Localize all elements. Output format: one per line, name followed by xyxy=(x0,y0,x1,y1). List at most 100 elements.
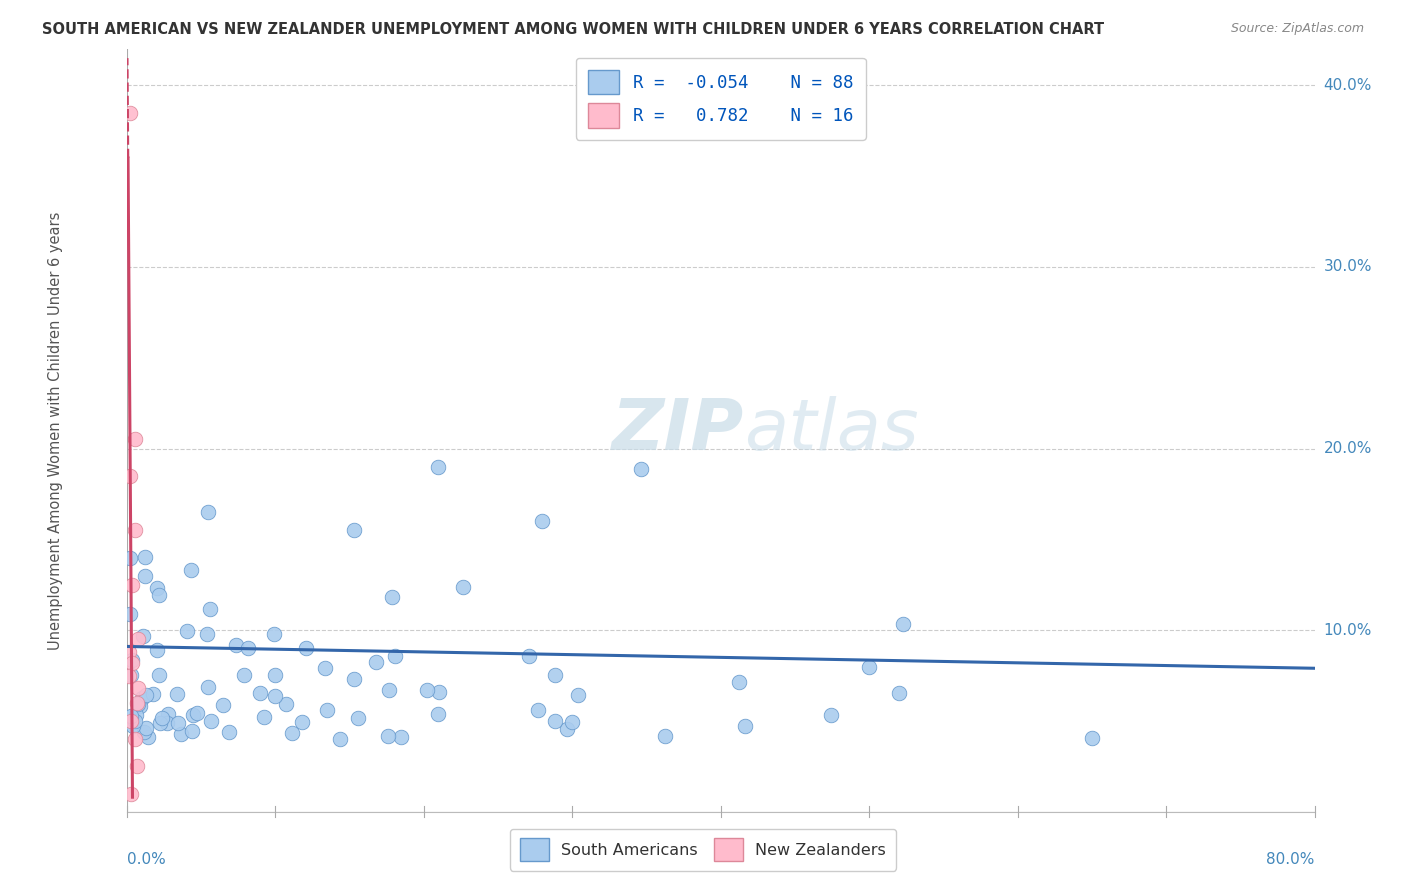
Point xyxy=(121,656,143,670)
Point xyxy=(263,627,285,641)
Text: 40.0%: 40.0% xyxy=(1323,78,1372,93)
Point xyxy=(127,696,149,710)
Point xyxy=(146,642,169,657)
Point xyxy=(389,730,412,744)
Point xyxy=(120,668,142,682)
Point xyxy=(281,726,304,740)
Point xyxy=(118,645,141,659)
Legend: South Americans, New Zealanders: South Americans, New Zealanders xyxy=(510,829,896,871)
Point xyxy=(377,729,399,743)
Point xyxy=(200,714,222,728)
Point xyxy=(120,709,142,723)
Point xyxy=(544,714,567,729)
Text: 0.0%: 0.0% xyxy=(127,852,166,867)
Point xyxy=(118,468,141,483)
Point xyxy=(186,706,208,720)
Point xyxy=(124,714,146,728)
Point xyxy=(125,759,148,773)
Point xyxy=(176,624,198,638)
Point xyxy=(131,691,153,706)
Point xyxy=(180,563,202,577)
Point xyxy=(121,719,143,733)
Point xyxy=(543,668,565,682)
Point xyxy=(891,617,914,632)
Point xyxy=(134,724,156,739)
Point xyxy=(218,724,240,739)
Point xyxy=(316,703,339,717)
Point xyxy=(343,524,366,538)
Text: 10.0%: 10.0% xyxy=(1323,623,1372,638)
Point xyxy=(264,668,287,682)
Text: 20.0%: 20.0% xyxy=(1323,441,1372,456)
Point xyxy=(124,433,146,447)
Point xyxy=(120,787,142,801)
Point xyxy=(118,607,141,621)
Point xyxy=(249,685,271,699)
Point xyxy=(118,814,141,828)
Point xyxy=(555,722,578,736)
Point xyxy=(197,680,219,694)
Point xyxy=(427,685,450,699)
Text: SOUTH AMERICAN VS NEW ZEALANDER UNEMPLOYMENT AMONG WOMEN WITH CHILDREN UNDER 6 Y: SOUTH AMERICAN VS NEW ZEALANDER UNEMPLOY… xyxy=(42,22,1104,37)
Point xyxy=(170,727,193,741)
Point xyxy=(132,629,155,643)
Point xyxy=(134,550,156,565)
Point xyxy=(118,668,141,682)
Point xyxy=(198,601,221,615)
Point xyxy=(1081,731,1104,745)
Point xyxy=(121,653,143,667)
Point xyxy=(120,105,142,120)
Point xyxy=(118,550,141,565)
Point xyxy=(127,697,149,711)
Point xyxy=(531,514,554,528)
Point xyxy=(146,581,169,595)
Text: Unemployment Among Women with Children Under 6 years: Unemployment Among Women with Children U… xyxy=(48,211,63,649)
Point xyxy=(517,649,540,664)
Point xyxy=(156,715,179,730)
Point xyxy=(426,707,449,722)
Text: Source: ZipAtlas.com: Source: ZipAtlas.com xyxy=(1230,22,1364,36)
Point xyxy=(136,731,159,745)
Point xyxy=(124,732,146,747)
Point xyxy=(127,632,149,647)
Point xyxy=(232,667,254,681)
Point xyxy=(252,710,274,724)
Point xyxy=(125,707,148,722)
Point xyxy=(384,648,406,663)
Point xyxy=(567,688,589,702)
Text: 30.0%: 30.0% xyxy=(1323,260,1372,275)
Point xyxy=(195,627,218,641)
Point xyxy=(181,708,204,723)
Point xyxy=(294,641,316,656)
Point xyxy=(887,686,910,700)
Point xyxy=(727,675,749,690)
Point xyxy=(561,714,583,729)
Point xyxy=(630,462,652,476)
Point xyxy=(135,721,157,735)
Legend: R =  -0.054    N = 88, R =   0.782    N = 16: R = -0.054 N = 88, R = 0.782 N = 16 xyxy=(575,58,866,140)
Text: atlas: atlas xyxy=(744,396,920,465)
Point xyxy=(858,660,880,674)
Point xyxy=(120,714,142,728)
Point xyxy=(366,655,388,669)
Point xyxy=(148,588,170,602)
Point xyxy=(380,591,402,605)
Point xyxy=(329,731,352,746)
Point xyxy=(124,523,146,537)
Point xyxy=(129,698,152,713)
Text: 80.0%: 80.0% xyxy=(1267,852,1315,867)
Point xyxy=(149,716,172,731)
Point xyxy=(150,711,173,725)
Point xyxy=(314,661,336,675)
Point xyxy=(157,707,180,722)
Point xyxy=(820,707,842,722)
Point xyxy=(343,673,366,687)
Point xyxy=(378,683,401,698)
Point xyxy=(526,703,548,717)
Point xyxy=(197,505,219,519)
Point xyxy=(148,667,170,681)
Point xyxy=(181,723,204,738)
Text: ZIP: ZIP xyxy=(612,396,744,465)
Point xyxy=(236,640,259,655)
Point xyxy=(427,459,450,474)
